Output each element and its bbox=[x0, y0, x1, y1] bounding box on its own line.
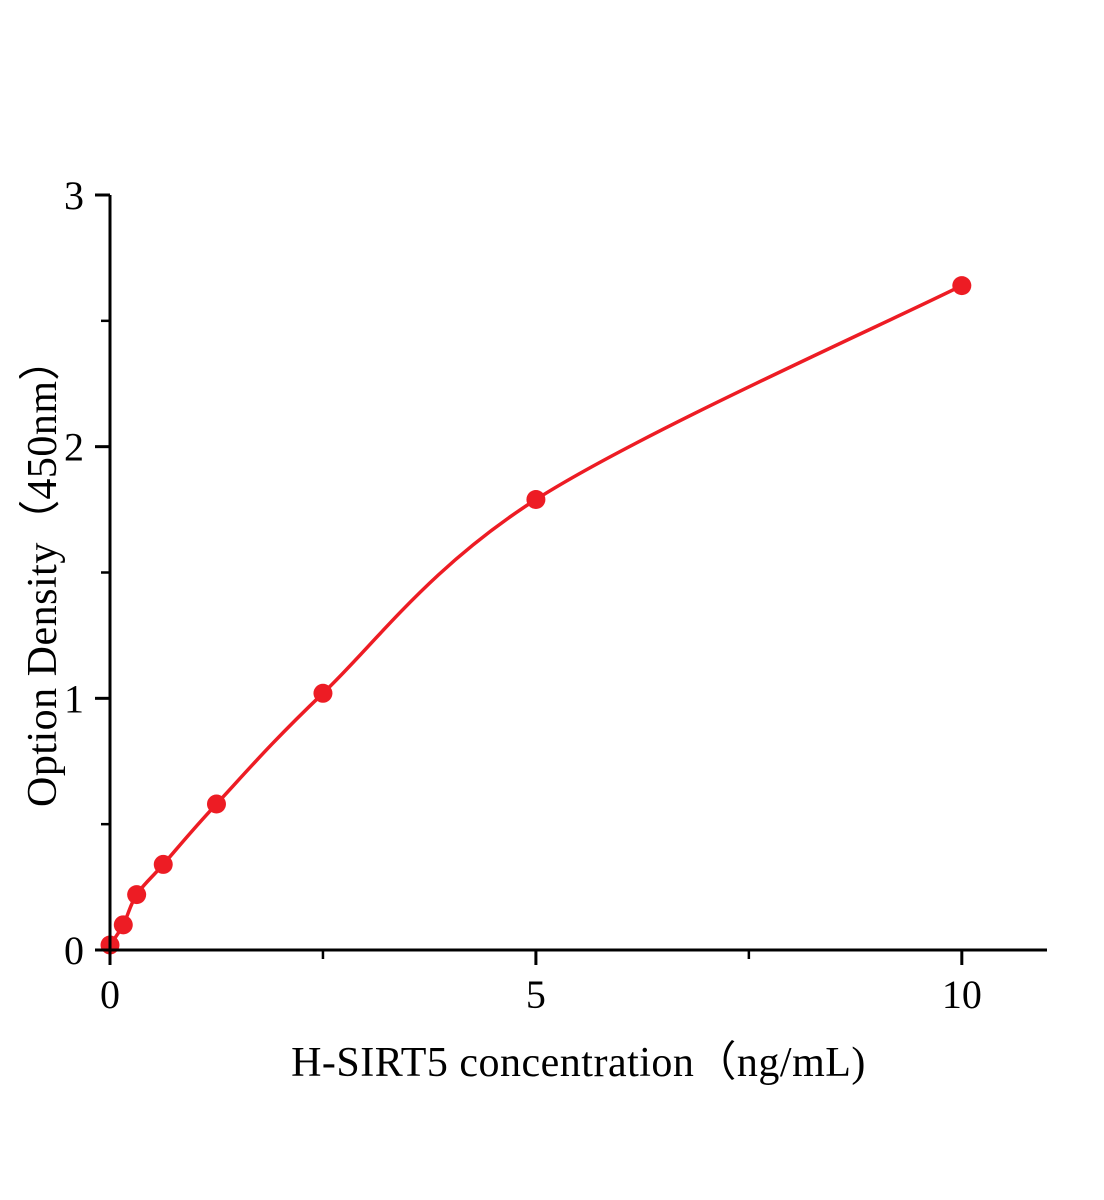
y-tick-label: 0 bbox=[64, 928, 84, 973]
x-tick-label: 5 bbox=[526, 972, 546, 1017]
y-tick-label: 3 bbox=[64, 173, 84, 218]
data-point bbox=[153, 854, 173, 874]
data-point bbox=[952, 276, 972, 296]
fit-curve bbox=[108, 284, 963, 946]
y-axis-label-wrap: Option Density（450nm） bbox=[12, 195, 73, 950]
x-tick-label: 0 bbox=[100, 972, 120, 1017]
data-point bbox=[113, 915, 133, 935]
data-point bbox=[526, 490, 546, 510]
data-point bbox=[313, 683, 333, 703]
y-axis-label: Option Density（450nm） bbox=[20, 338, 66, 807]
y-tick-label: 1 bbox=[64, 676, 84, 721]
data-point bbox=[127, 885, 147, 905]
data-point bbox=[206, 794, 226, 814]
x-tick-label: 10 bbox=[942, 972, 982, 1017]
x-axis-label: H-SIRT5 concentration（ng/mL) bbox=[291, 1040, 866, 1086]
y-tick-label: 2 bbox=[64, 425, 84, 470]
